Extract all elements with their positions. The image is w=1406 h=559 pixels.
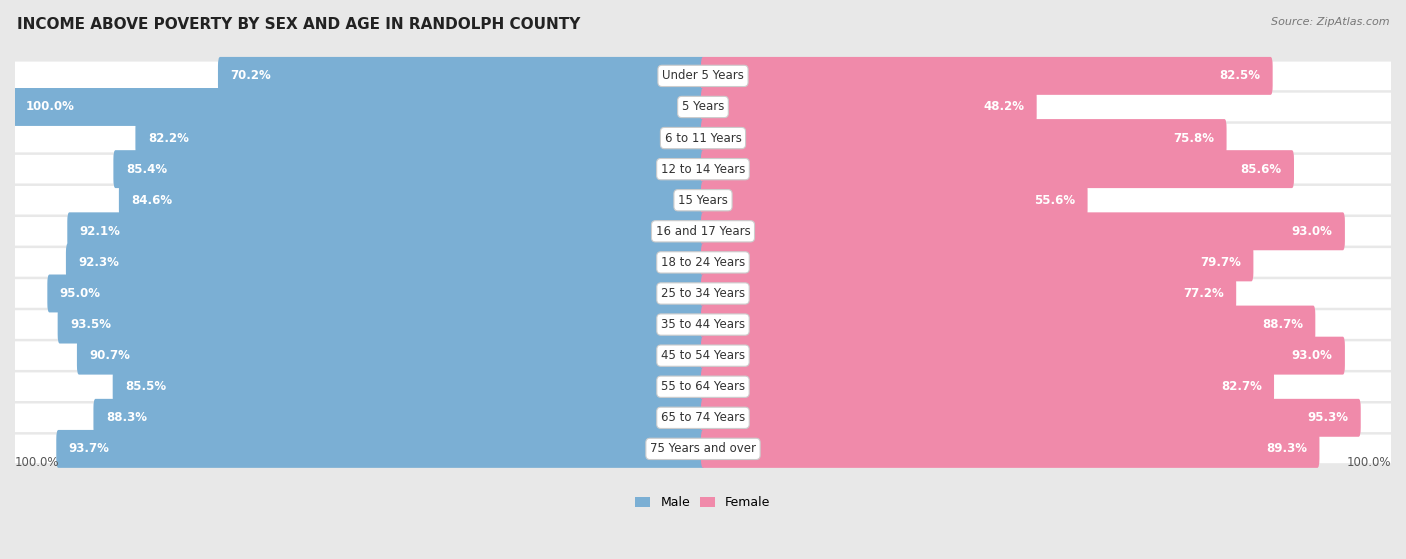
Text: 35 to 44 Years: 35 to 44 Years	[661, 318, 745, 331]
Text: 45 to 54 Years: 45 to 54 Years	[661, 349, 745, 362]
FancyBboxPatch shape	[77, 337, 704, 375]
Text: 55 to 64 Years: 55 to 64 Years	[661, 380, 745, 393]
FancyBboxPatch shape	[15, 279, 1391, 308]
FancyBboxPatch shape	[702, 368, 1274, 406]
Text: 89.3%: 89.3%	[1265, 442, 1308, 456]
Text: 85.5%: 85.5%	[125, 380, 166, 393]
Text: 93.7%: 93.7%	[69, 442, 110, 456]
FancyBboxPatch shape	[15, 93, 1391, 121]
FancyBboxPatch shape	[58, 306, 704, 344]
Text: 15 Years: 15 Years	[678, 194, 728, 207]
FancyBboxPatch shape	[114, 150, 704, 188]
FancyBboxPatch shape	[702, 181, 1088, 219]
Text: 85.4%: 85.4%	[125, 163, 167, 176]
Text: 82.2%: 82.2%	[148, 131, 188, 145]
FancyBboxPatch shape	[218, 57, 704, 95]
Text: 77.2%: 77.2%	[1182, 287, 1223, 300]
Text: 25 to 34 Years: 25 to 34 Years	[661, 287, 745, 300]
Text: 5 Years: 5 Years	[682, 101, 724, 113]
Text: 48.2%: 48.2%	[983, 101, 1025, 113]
FancyBboxPatch shape	[702, 430, 1319, 468]
Text: 82.5%: 82.5%	[1219, 69, 1260, 82]
FancyBboxPatch shape	[702, 243, 1253, 281]
FancyBboxPatch shape	[66, 243, 704, 281]
FancyBboxPatch shape	[702, 212, 1346, 250]
FancyBboxPatch shape	[120, 181, 704, 219]
FancyBboxPatch shape	[13, 88, 704, 126]
Text: 95.3%: 95.3%	[1308, 411, 1348, 424]
FancyBboxPatch shape	[702, 399, 1361, 437]
FancyBboxPatch shape	[15, 372, 1391, 401]
Text: 79.7%: 79.7%	[1201, 256, 1241, 269]
Text: 100.0%: 100.0%	[1347, 456, 1391, 469]
FancyBboxPatch shape	[56, 430, 704, 468]
Text: 75 Years and over: 75 Years and over	[650, 442, 756, 456]
Text: 100.0%: 100.0%	[25, 101, 75, 113]
FancyBboxPatch shape	[15, 61, 1391, 90]
Text: 93.0%: 93.0%	[1292, 349, 1333, 362]
Text: 93.5%: 93.5%	[70, 318, 111, 331]
FancyBboxPatch shape	[15, 310, 1391, 339]
Text: 90.7%: 90.7%	[90, 349, 131, 362]
FancyBboxPatch shape	[15, 404, 1391, 432]
FancyBboxPatch shape	[15, 217, 1391, 245]
FancyBboxPatch shape	[15, 248, 1391, 277]
Text: 92.1%: 92.1%	[80, 225, 121, 238]
Text: 93.0%: 93.0%	[1292, 225, 1333, 238]
FancyBboxPatch shape	[702, 119, 1226, 157]
Text: 18 to 24 Years: 18 to 24 Years	[661, 256, 745, 269]
Text: 85.6%: 85.6%	[1240, 163, 1282, 176]
FancyBboxPatch shape	[702, 337, 1346, 375]
Legend: Male, Female: Male, Female	[630, 491, 776, 514]
Text: Source: ZipAtlas.com: Source: ZipAtlas.com	[1271, 17, 1389, 27]
Text: 55.6%: 55.6%	[1033, 194, 1076, 207]
FancyBboxPatch shape	[702, 150, 1294, 188]
FancyBboxPatch shape	[135, 119, 704, 157]
FancyBboxPatch shape	[48, 274, 704, 312]
Text: 88.3%: 88.3%	[105, 411, 146, 424]
FancyBboxPatch shape	[15, 186, 1391, 215]
Text: 6 to 11 Years: 6 to 11 Years	[665, 131, 741, 145]
Text: 16 and 17 Years: 16 and 17 Years	[655, 225, 751, 238]
Text: 70.2%: 70.2%	[231, 69, 271, 82]
FancyBboxPatch shape	[67, 212, 704, 250]
Text: Under 5 Years: Under 5 Years	[662, 69, 744, 82]
FancyBboxPatch shape	[702, 274, 1236, 312]
FancyBboxPatch shape	[15, 155, 1391, 183]
Text: 12 to 14 Years: 12 to 14 Years	[661, 163, 745, 176]
FancyBboxPatch shape	[15, 434, 1391, 463]
Text: 82.7%: 82.7%	[1220, 380, 1261, 393]
Text: 88.7%: 88.7%	[1263, 318, 1303, 331]
Text: 65 to 74 Years: 65 to 74 Years	[661, 411, 745, 424]
Text: INCOME ABOVE POVERTY BY SEX AND AGE IN RANDOLPH COUNTY: INCOME ABOVE POVERTY BY SEX AND AGE IN R…	[17, 17, 581, 32]
FancyBboxPatch shape	[702, 306, 1316, 344]
FancyBboxPatch shape	[702, 88, 1036, 126]
FancyBboxPatch shape	[15, 124, 1391, 153]
Text: 75.8%: 75.8%	[1173, 131, 1215, 145]
FancyBboxPatch shape	[112, 368, 704, 406]
Text: 92.3%: 92.3%	[79, 256, 120, 269]
FancyBboxPatch shape	[702, 57, 1272, 95]
Text: 100.0%: 100.0%	[15, 456, 59, 469]
Text: 95.0%: 95.0%	[59, 287, 101, 300]
FancyBboxPatch shape	[93, 399, 704, 437]
Text: 84.6%: 84.6%	[131, 194, 173, 207]
FancyBboxPatch shape	[15, 342, 1391, 370]
